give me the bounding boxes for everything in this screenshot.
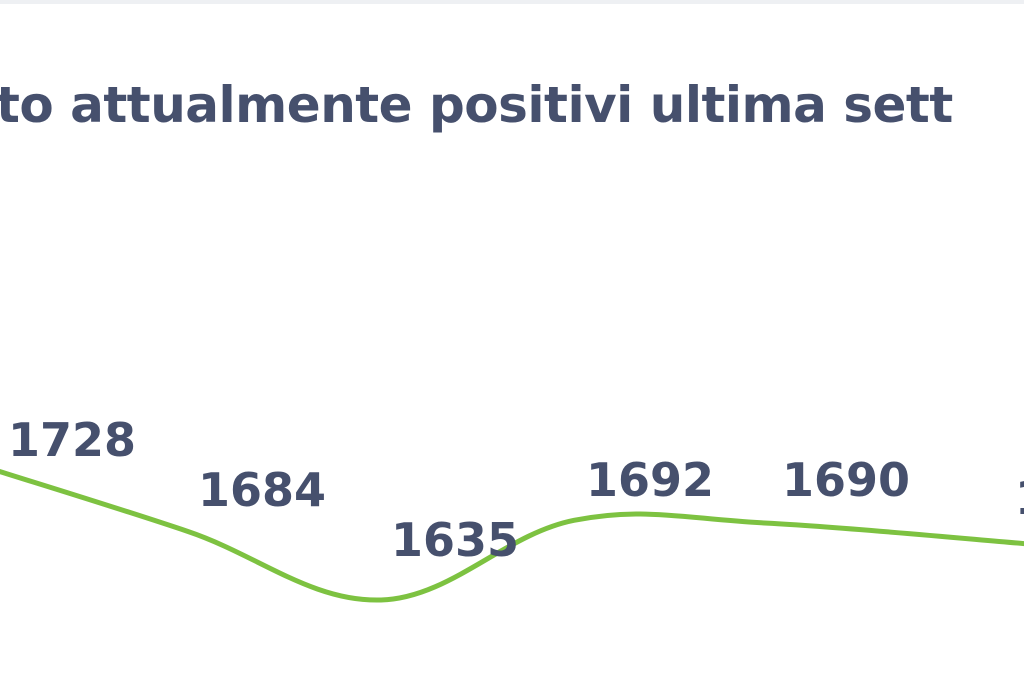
data-label: 1690 [782,453,910,507]
series-line [0,468,1024,603]
data-labels: 1728 1684 1635 1692 1690 16 [8,413,1024,567]
chart-title: to attualmente positivi ultima sett [0,76,953,134]
data-label: 1692 [586,453,714,507]
data-label: 1728 [8,413,136,467]
top-border [0,0,1024,4]
data-label: 1635 [391,513,519,567]
data-label: 16 [1015,471,1024,525]
data-label: 1684 [198,463,326,517]
